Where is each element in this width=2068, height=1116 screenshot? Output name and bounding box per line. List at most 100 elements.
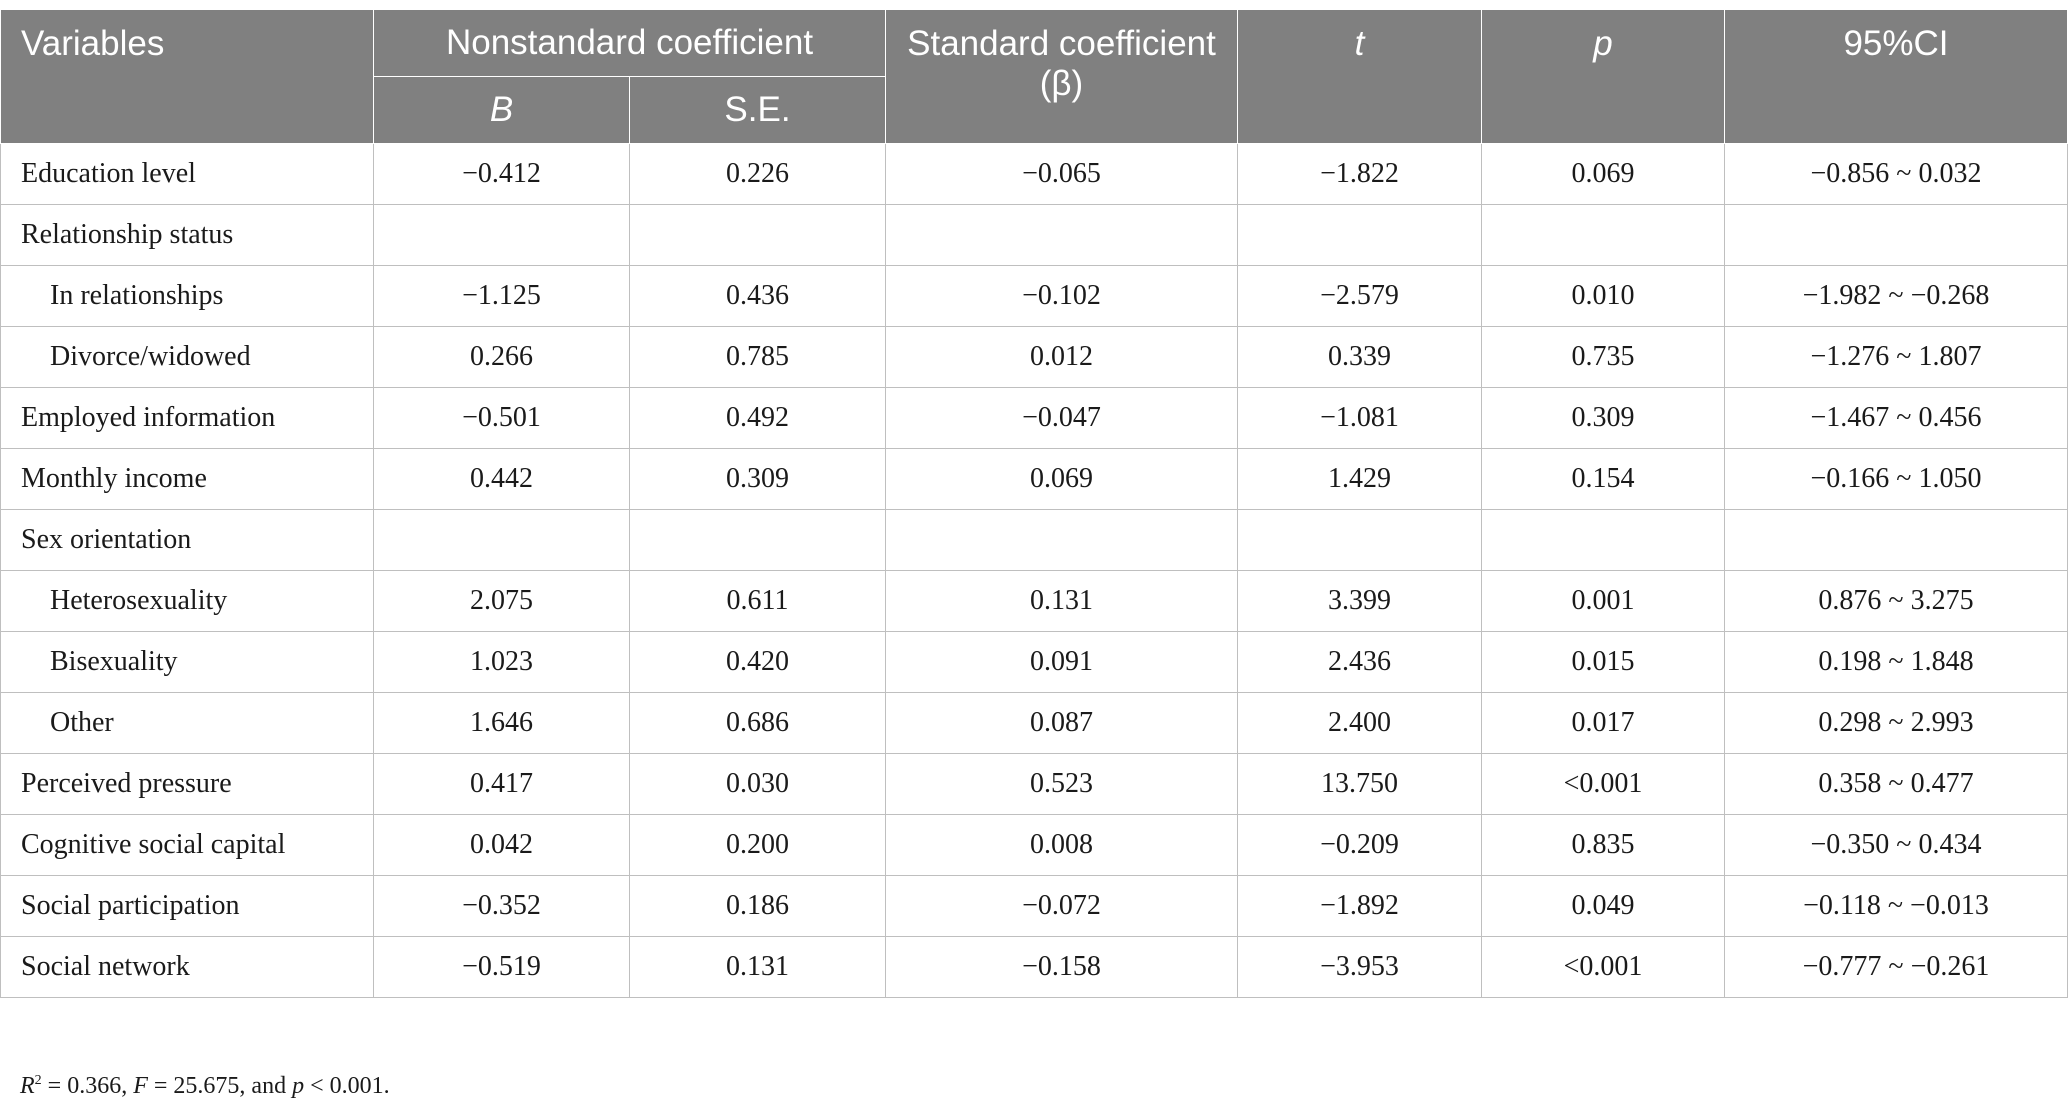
- table-row: Education level −0.412 0.226 −0.065 −1.822 0.…: [0, 143, 2068, 205]
- table-body: Education level −0.412 0.226 −0.065 −1.822 0.…: [0, 143, 2068, 998]
- regression-table: Variables Nonstandard coefficient Standa…: [0, 9, 2068, 998]
- header-standard-coefficient: Standard coefficient (β): [885, 9, 1238, 144]
- variable-label: Social participation: [0, 875, 374, 937]
- p-value: < 0.001.: [304, 1073, 390, 1099]
- cell-p: [1481, 509, 1725, 571]
- cell-ci: 0.358 ~ 0.477: [1724, 753, 2068, 815]
- cell-beta: [885, 204, 1238, 266]
- table-row: In relationships −1.125 0.436 −0.102 −2.579 0…: [0, 265, 2068, 327]
- cell-p: <0.001: [1481, 753, 1725, 815]
- table-row: Monthly income 0.442 0.309 0.069 1.429 0.154−…: [0, 448, 2068, 510]
- table-row: Perceived pressure 0.417 0.030 0.523 13.750 <…: [0, 753, 2068, 815]
- cell-t: −1.081: [1237, 387, 1482, 449]
- cell-p: 0.069: [1481, 143, 1725, 205]
- cell-se: [629, 204, 886, 266]
- cell-p: [1481, 204, 1725, 266]
- cell-se: 0.420: [629, 631, 886, 693]
- cell-se: 0.131: [629, 936, 886, 998]
- variable-label: Sex orientation: [0, 509, 374, 571]
- cell-ci: −0.350 ~ 0.434: [1724, 814, 2068, 876]
- cell-ci: [1724, 204, 2068, 266]
- variable-label: In relationships: [0, 265, 374, 327]
- cell-ci: 0.298 ~ 2.993: [1724, 692, 2068, 754]
- cell-b: 0.266: [373, 326, 630, 388]
- variable-label: Heterosexuality: [0, 570, 374, 632]
- cell-beta: 0.069: [885, 448, 1238, 510]
- cell-p: 0.835: [1481, 814, 1725, 876]
- header-se: S.E.: [629, 76, 886, 144]
- cell-t: −3.953: [1237, 936, 1482, 998]
- cell-p: 0.015: [1481, 631, 1725, 693]
- cell-ci: −1.467 ~ 0.456: [1724, 387, 2068, 449]
- variable-label: Monthly income: [0, 448, 374, 510]
- cell-se: 0.309: [629, 448, 886, 510]
- table-row: Cognitive social capital 0.042 0.200 0.008 −…: [0, 814, 2068, 876]
- cell-ci: −0.777 ~ −0.261: [1724, 936, 2068, 998]
- cell-beta: [885, 509, 1238, 571]
- cell-beta: 0.523: [885, 753, 1238, 815]
- header-nonstandard-coefficient: Nonstandard coefficient: [373, 9, 886, 77]
- cell-se: 0.200: [629, 814, 886, 876]
- cell-beta: −0.047: [885, 387, 1238, 449]
- cell-t: 13.750: [1237, 753, 1482, 815]
- cell-ci: −0.856 ~ 0.032: [1724, 143, 2068, 205]
- r2-value: = 0.366,: [41, 1073, 134, 1099]
- cell-b: −0.519: [373, 936, 630, 998]
- table-footnote: R2 = 0.366, F = 25.675, and p < 0.001.: [20, 1073, 390, 1100]
- cell-beta: 0.012: [885, 326, 1238, 388]
- cell-t: −1.892: [1237, 875, 1482, 937]
- variable-label: Social network: [0, 936, 374, 998]
- header-b: B: [373, 76, 630, 144]
- cell-ci: −1.982 ~ −0.268: [1724, 265, 2068, 327]
- cell-p: 0.017: [1481, 692, 1725, 754]
- cell-t: [1237, 509, 1482, 571]
- cell-b: −0.352: [373, 875, 630, 937]
- cell-t: −1.822: [1237, 143, 1482, 205]
- cell-b: 0.042: [373, 814, 630, 876]
- f-value: = 25.675, and: [147, 1073, 293, 1099]
- cell-t: 3.399: [1237, 570, 1482, 632]
- cell-ci: −1.276 ~ 1.807: [1724, 326, 2068, 388]
- cell-p: 0.001: [1481, 570, 1725, 632]
- cell-t: [1237, 204, 1482, 266]
- cell-beta: 0.008: [885, 814, 1238, 876]
- cell-ci: 0.198 ~ 1.848: [1724, 631, 2068, 693]
- cell-p: 0.010: [1481, 265, 1725, 327]
- table-row: Employed information −0.501 0.492 −0.047 −1.…: [0, 387, 2068, 449]
- table-row: Other 1.646 0.686 0.087 2.400 0.017 0.298 ~ 2.…: [0, 692, 2068, 754]
- variable-label: Bisexuality: [0, 631, 374, 693]
- table-row: Social participation −0.352 0.186 −0.072 −1.…: [0, 875, 2068, 937]
- cell-b: [373, 509, 630, 571]
- cell-se: 0.686: [629, 692, 886, 754]
- cell-p: 0.049: [1481, 875, 1725, 937]
- cell-se: 0.785: [629, 326, 886, 388]
- header-t: t: [1237, 9, 1482, 144]
- table-row: Social network −0.519 0.131 −0.158 −3.953 <0.…: [0, 936, 2068, 998]
- cell-t: 1.429: [1237, 448, 1482, 510]
- cell-b: 0.442: [373, 448, 630, 510]
- cell-b: 1.023: [373, 631, 630, 693]
- variable-label: Other: [0, 692, 374, 754]
- cell-b: −1.125: [373, 265, 630, 327]
- cell-se: 0.030: [629, 753, 886, 815]
- cell-se: 0.226: [629, 143, 886, 205]
- table-row: Heterosexuality 2.075 0.611 0.131 3.399 0.001…: [0, 570, 2068, 632]
- cell-p: 0.309: [1481, 387, 1725, 449]
- table-row: Sex orientation: [0, 509, 2068, 571]
- cell-ci: [1724, 509, 2068, 571]
- table-row: Relationship status: [0, 204, 2068, 266]
- cell-beta: −0.072: [885, 875, 1238, 937]
- cell-t: 2.400: [1237, 692, 1482, 754]
- cell-ci: −0.166 ~ 1.050: [1724, 448, 2068, 510]
- cell-t: 2.436: [1237, 631, 1482, 693]
- cell-beta: 0.091: [885, 631, 1238, 693]
- cell-b: −0.501: [373, 387, 630, 449]
- cell-beta: −0.158: [885, 936, 1238, 998]
- cell-beta: 0.131: [885, 570, 1238, 632]
- cell-p: <0.001: [1481, 936, 1725, 998]
- cell-beta: −0.065: [885, 143, 1238, 205]
- cell-b: −0.412: [373, 143, 630, 205]
- header-95ci: 95%CI: [1724, 9, 2068, 144]
- variable-label: Cognitive social capital: [0, 814, 374, 876]
- header-p: p: [1481, 9, 1725, 144]
